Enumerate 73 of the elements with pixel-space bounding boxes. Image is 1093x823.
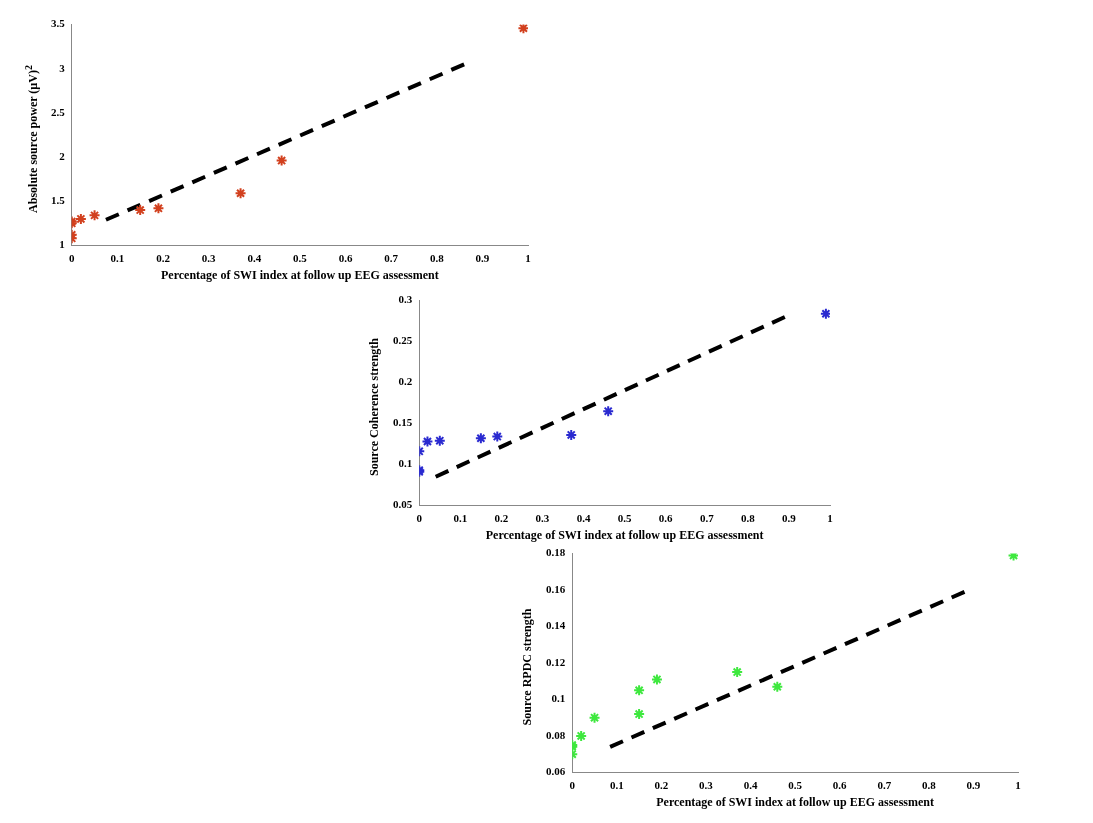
point [1007,553,1018,562]
x-tick-label: 0.8 [429,251,445,264]
x-tick-label: 1 [1015,778,1021,791]
point [491,430,504,443]
x-axis-title: Percentage of SWI index at follow up EEG assessment [160,267,439,282]
x-tick-label: 0.1 [110,251,125,264]
y-tick-label: 0.18 [546,546,566,559]
x-tick-label: 0 [569,778,576,791]
point [433,434,446,447]
y-axis-title: Source Coherence strength [366,338,382,476]
x-tick-label: 0.6 [832,778,848,791]
x-tick-label: 0.3 [535,511,550,524]
x-tick-label: 0.8 [740,511,756,524]
x-tick-label: 0.7 [877,778,892,791]
point [771,680,784,693]
y-tick-label: 0.16 [546,582,566,595]
x-axis-title: Percentage of SWI index at follow up EEG assessment [656,794,935,809]
x-tick-label: 0.4 [247,251,262,264]
x-tick-label: 0.1 [609,778,624,791]
point [275,154,288,167]
x-tick-label: 0.2 [494,511,509,524]
x-tick-label: 0.6 [658,511,674,524]
x-tick-label: 0.4 [576,511,591,524]
x-tick-label: 0.5 [617,511,632,524]
x-tick-label: 0.5 [293,251,308,264]
x-tick-label: 0 [416,511,423,524]
x-tick-label: 0.2 [654,778,669,791]
x-tick-label: 1 [525,251,531,264]
y-tick-label: 1 [59,238,65,251]
x-tick-label: 0.1 [453,511,468,524]
y-tick-label: 0.3 [398,293,413,306]
y-tick-label: 0.14 [546,619,566,632]
point [650,673,663,686]
y-tick-label: 0.05 [393,498,413,511]
x-tick-label: 0.3 [201,251,216,264]
x-tick-label: 0.3 [699,778,714,791]
point [588,711,601,724]
y-tick-label: 0.1 [398,457,413,470]
y-tick-label: 0.08 [546,728,566,741]
x-tick-label: 0.7 [699,511,715,524]
point [152,202,165,215]
y-tick-label: 0.1 [551,692,566,705]
point [421,435,434,448]
point [602,405,615,418]
point [474,432,487,445]
y-tick-label: 3 [59,61,66,74]
x-tick-label: 0.5 [788,778,803,791]
y-tick-label: 2 [59,149,66,162]
x-tick-label: 0.9 [475,251,490,264]
y-tick-label: 0.25 [393,334,413,347]
y-tick-label: 0.15 [393,416,413,429]
x-tick-label: 0.2 [156,251,171,264]
y-tick-label: 3.5 [51,17,66,30]
x-tick-label: 0.4 [743,778,758,791]
x-tick-label: 0.9 [966,778,981,791]
x-tick-label: 1 [827,511,833,524]
x-tick-label: 0.9 [782,511,797,524]
x-axis-title: Percentage of SWI index at follow up EEG assessment [485,527,764,542]
y-axis-title: Source RPDC strength [519,608,535,726]
x-tick-label: 0.7 [384,251,399,264]
x-tick-label: 0.6 [338,251,353,264]
y-tick-label: 0.12 [546,655,566,668]
x-tick-label: 0.8 [921,778,937,791]
point [234,187,247,200]
point [633,684,646,697]
x-tick-label: 0 [69,251,75,264]
y-tick-label: 0.06 [546,765,566,778]
point [517,24,528,35]
y-tick-label: 0.2 [398,375,413,388]
y-tick-label: 2.5 [51,105,66,118]
y-tick-label: 1.5 [51,194,66,207]
point [819,307,830,320]
point [88,209,101,222]
